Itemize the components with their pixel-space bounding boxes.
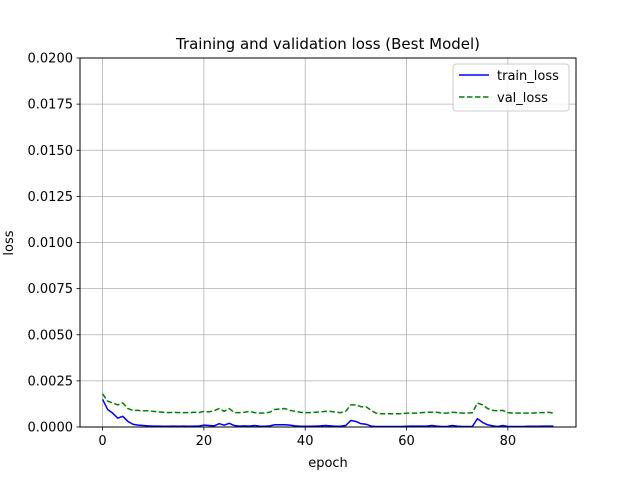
- y-tick-label: 0.0025: [28, 374, 74, 389]
- x-tick-label: 60: [398, 434, 415, 449]
- y-tick-label: 0.0175: [28, 98, 74, 113]
- y-tick-label: 0.0200: [28, 52, 74, 67]
- x-tick-label: 0: [98, 434, 106, 449]
- legend: train_loss val_loss: [452, 63, 570, 112]
- y-tick-label: 0.0075: [28, 282, 74, 297]
- y-tick-label: 0.0150: [28, 144, 74, 159]
- x-tick-label: 80: [500, 434, 517, 449]
- y-tick-label: 0.0100: [28, 236, 74, 251]
- legend-label-val-loss: val_loss: [497, 91, 548, 106]
- ticks: 0 20 40 60 80 0.0000 0.0025 0.0050 0.0075 0.0100 0…: [28, 52, 517, 450]
- y-axis-label: loss: [2, 230, 17, 255]
- series-layer: [101, 393, 554, 428]
- series-line-val-loss: [101, 393, 554, 415]
- series-line-train-loss: [101, 398, 554, 428]
- y-tick-label: 0.0050: [28, 328, 74, 343]
- x-tick-label: 40: [297, 434, 314, 449]
- chart-title: Training and validation loss (Best Model…: [175, 35, 480, 53]
- y-tick-label: 0.0125: [28, 190, 74, 205]
- y-tick-label: 0.0000: [28, 421, 74, 436]
- x-tick-label: 20: [196, 434, 213, 449]
- x-axis-label: epoch: [308, 456, 348, 471]
- legend-label-train-loss: train_loss: [497, 69, 559, 84]
